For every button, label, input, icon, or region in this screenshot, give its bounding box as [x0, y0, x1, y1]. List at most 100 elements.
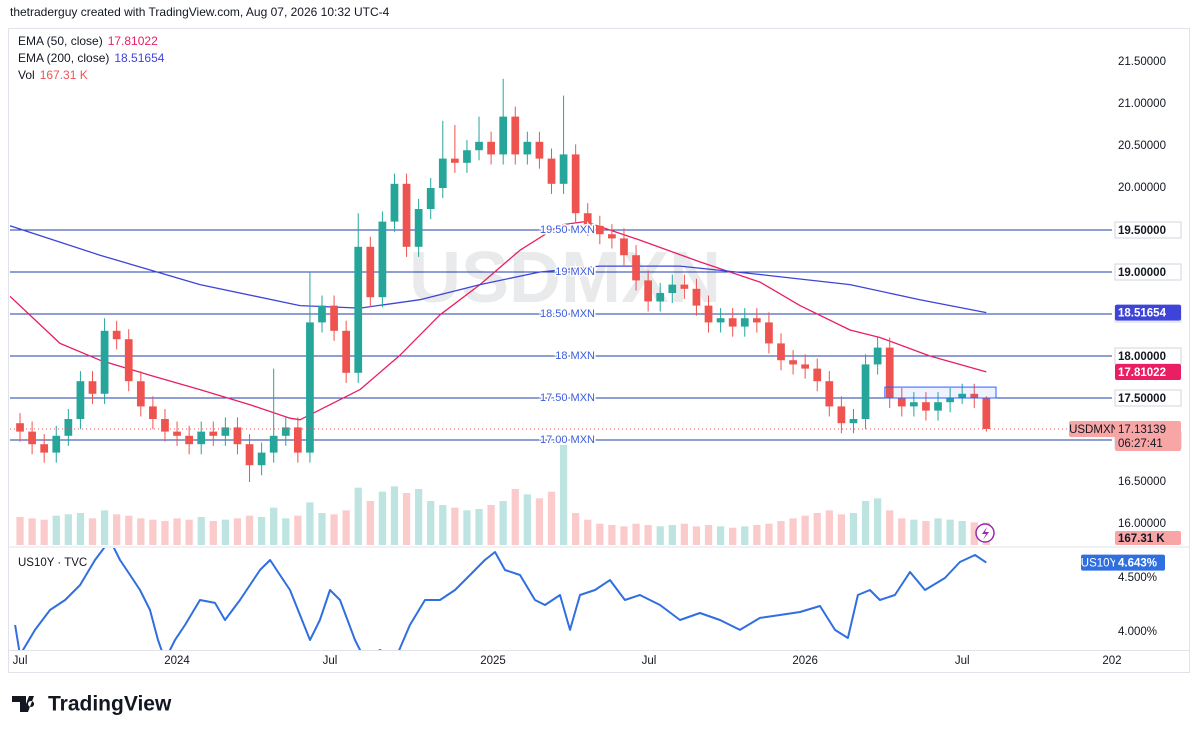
- volume-tag: 167.31 K: [1118, 533, 1165, 545]
- volume-bar: [559, 445, 568, 545]
- candle-body: [40, 444, 49, 453]
- candle-body: [330, 305, 338, 331]
- volume-bar: [596, 523, 604, 545]
- candle-body: [873, 347, 882, 365]
- candle-body: [668, 284, 677, 294]
- candle-body: [149, 406, 157, 420]
- candle-body: [620, 238, 628, 256]
- candle-body: [64, 419, 73, 436]
- candle-body: [958, 393, 967, 399]
- volume-bar: [318, 513, 326, 545]
- candle-body: [475, 141, 483, 151]
- symbol-tag: USDMXN: [1069, 424, 1119, 436]
- lower-title: US10Y · TVC: [18, 557, 87, 569]
- x-tick-label: 2024: [164, 655, 190, 667]
- candle-body: [559, 154, 568, 184]
- volume-bar: [402, 493, 411, 545]
- x-tick-label: Jul: [13, 655, 28, 667]
- volume-bar: [209, 521, 217, 545]
- range-box: [884, 386, 997, 399]
- countdown: 06:27:41: [1118, 438, 1163, 450]
- candle-body: [716, 318, 725, 323]
- y-tick-label: 16.00000: [1118, 518, 1166, 530]
- volume-bar: [306, 502, 314, 545]
- volume-bar: [88, 518, 97, 545]
- candle-body: [982, 398, 991, 429]
- ema-tag-box: [1115, 363, 1181, 380]
- volume-bar: [161, 521, 169, 545]
- volume-bar: [28, 518, 36, 545]
- volume-bar: [354, 487, 362, 545]
- candle-body: [402, 183, 411, 247]
- volume-bar: [197, 517, 205, 545]
- x-tick-label: Jul: [955, 655, 970, 667]
- volume-bar: [692, 526, 701, 545]
- volume-bar: [608, 525, 616, 545]
- ema-line: [10, 220, 987, 421]
- horizontal-line-label: 19.50 MXN: [540, 224, 595, 236]
- candle-body: [765, 322, 773, 344]
- volume-bar: [475, 509, 483, 545]
- x-tick-label: 202: [1102, 655, 1121, 667]
- volume-bar: [511, 489, 519, 545]
- candle-body: [100, 330, 109, 394]
- candle-body: [511, 116, 520, 155]
- price-tag-box: [1114, 263, 1182, 281]
- candle-body: [680, 284, 689, 289]
- overlay: Jul 2024 Jul 2025 Jul 2026 Jul 202 21.50000 21.00…: [13, 34, 1182, 667]
- candle-body: [571, 154, 580, 214]
- volume-bar: [922, 521, 930, 545]
- candle-body: [293, 427, 302, 453]
- candle-body: [342, 330, 351, 373]
- volume-bar: [257, 517, 266, 545]
- y2-tick-label: 4.500%: [1118, 572, 1157, 584]
- lower-pane: [14, 548, 987, 650]
- volume-bar: [716, 526, 725, 545]
- volume-bar: [535, 498, 544, 545]
- candle-body: [740, 318, 749, 327]
- volume-bar: [149, 519, 157, 545]
- header: thetraderguy created with TradingView.co…: [10, 5, 390, 19]
- volume-bar: [934, 518, 942, 545]
- candle-body: [535, 141, 544, 159]
- candle-body: [197, 431, 206, 445]
- volume-bar: [173, 518, 181, 545]
- candle-body: [257, 452, 266, 466]
- horizontal-line-label: 17.00 MXN: [540, 434, 595, 446]
- candle-body: [656, 293, 665, 302]
- volume-bar: [113, 514, 121, 545]
- ema-line: [10, 225, 987, 314]
- y-tick-label: 16.50000: [1118, 476, 1166, 488]
- logo-text: TradingView: [48, 693, 172, 716]
- candle-body: [801, 364, 810, 369]
- legend-value: 18.51654: [114, 51, 164, 65]
- candle-body: [885, 347, 894, 399]
- candle-body: [354, 246, 363, 373]
- yield-line: [14, 548, 987, 650]
- candle-body: [281, 427, 290, 436]
- candle-body: [789, 360, 797, 365]
- volume-bar: [777, 521, 785, 545]
- last-price-box: [1115, 420, 1181, 451]
- volume-bar: [330, 514, 338, 545]
- legend-name: EMA (200, close): [18, 51, 109, 65]
- volume-bar: [801, 515, 809, 545]
- volume-bar: [584, 519, 592, 545]
- candle-body: [185, 435, 193, 445]
- volume-bar: [958, 521, 966, 545]
- alert-icon-bolt: [982, 527, 989, 540]
- logo-mark: [12, 696, 35, 712]
- candle-body: [825, 381, 834, 407]
- volume-bar: [499, 501, 507, 545]
- legend-name: EMA (50, close): [18, 34, 103, 48]
- x-tick-label: Jul: [323, 655, 338, 667]
- frame: [8, 28, 1190, 673]
- volume-bar: [729, 527, 737, 545]
- volume-bar: [64, 514, 72, 545]
- volume-bar: [765, 523, 773, 545]
- volume-bar: [970, 522, 978, 545]
- candle-body: [910, 402, 918, 407]
- volume-bar: [668, 525, 676, 545]
- candle-body: [173, 431, 181, 436]
- volume-bar: [753, 525, 761, 545]
